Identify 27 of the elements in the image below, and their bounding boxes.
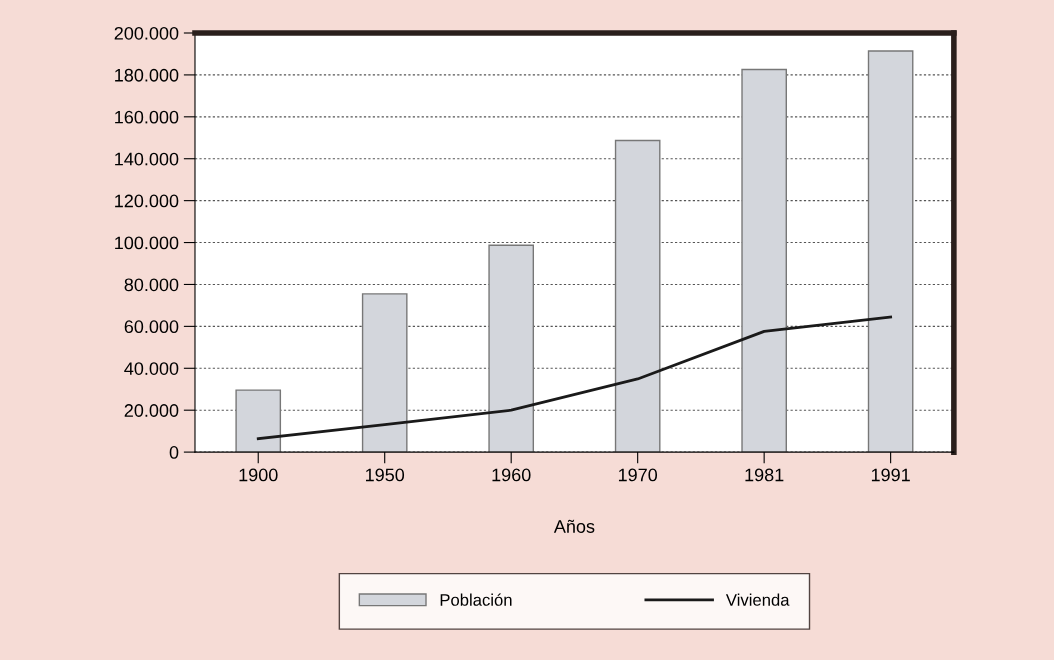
y-tick-label: 60.000 bbox=[124, 320, 179, 334]
legend-label: Población bbox=[440, 593, 512, 606]
y-tick-label: 20.000 bbox=[124, 404, 179, 417]
y-tick-label: 80.000 bbox=[124, 278, 179, 292]
y-tick-label: 40.000 bbox=[124, 362, 179, 375]
y-tick-label: 120.000 bbox=[115, 194, 179, 208]
line-series bbox=[256, 315, 893, 441]
bar bbox=[235, 389, 282, 453]
y-tick-label: 140.000 bbox=[115, 152, 179, 166]
y-tick-label: 200.000 bbox=[114, 26, 179, 40]
y-tick-label: 0 bbox=[169, 446, 179, 459]
y-tick-label: 180.000 bbox=[115, 68, 179, 82]
x-tick-label: 1991 bbox=[871, 468, 910, 482]
legend-label: Vivienda bbox=[725, 593, 790, 606]
x-tick-label: 1950 bbox=[366, 468, 405, 482]
x-tick-label: 1970 bbox=[618, 468, 658, 482]
bar bbox=[614, 139, 661, 453]
bar bbox=[488, 244, 535, 453]
x-tick-label: 1981 bbox=[745, 468, 784, 482]
x-tick-label: 1960 bbox=[492, 468, 531, 482]
x-tick-label: 1900 bbox=[239, 468, 278, 482]
x-axis-title: Años bbox=[553, 519, 595, 533]
bar bbox=[867, 50, 914, 453]
y-tick-label: 100.000 bbox=[115, 236, 179, 250]
bar bbox=[741, 68, 787, 453]
y-tick-label: 160.000 bbox=[115, 110, 179, 124]
bar bbox=[361, 293, 408, 453]
